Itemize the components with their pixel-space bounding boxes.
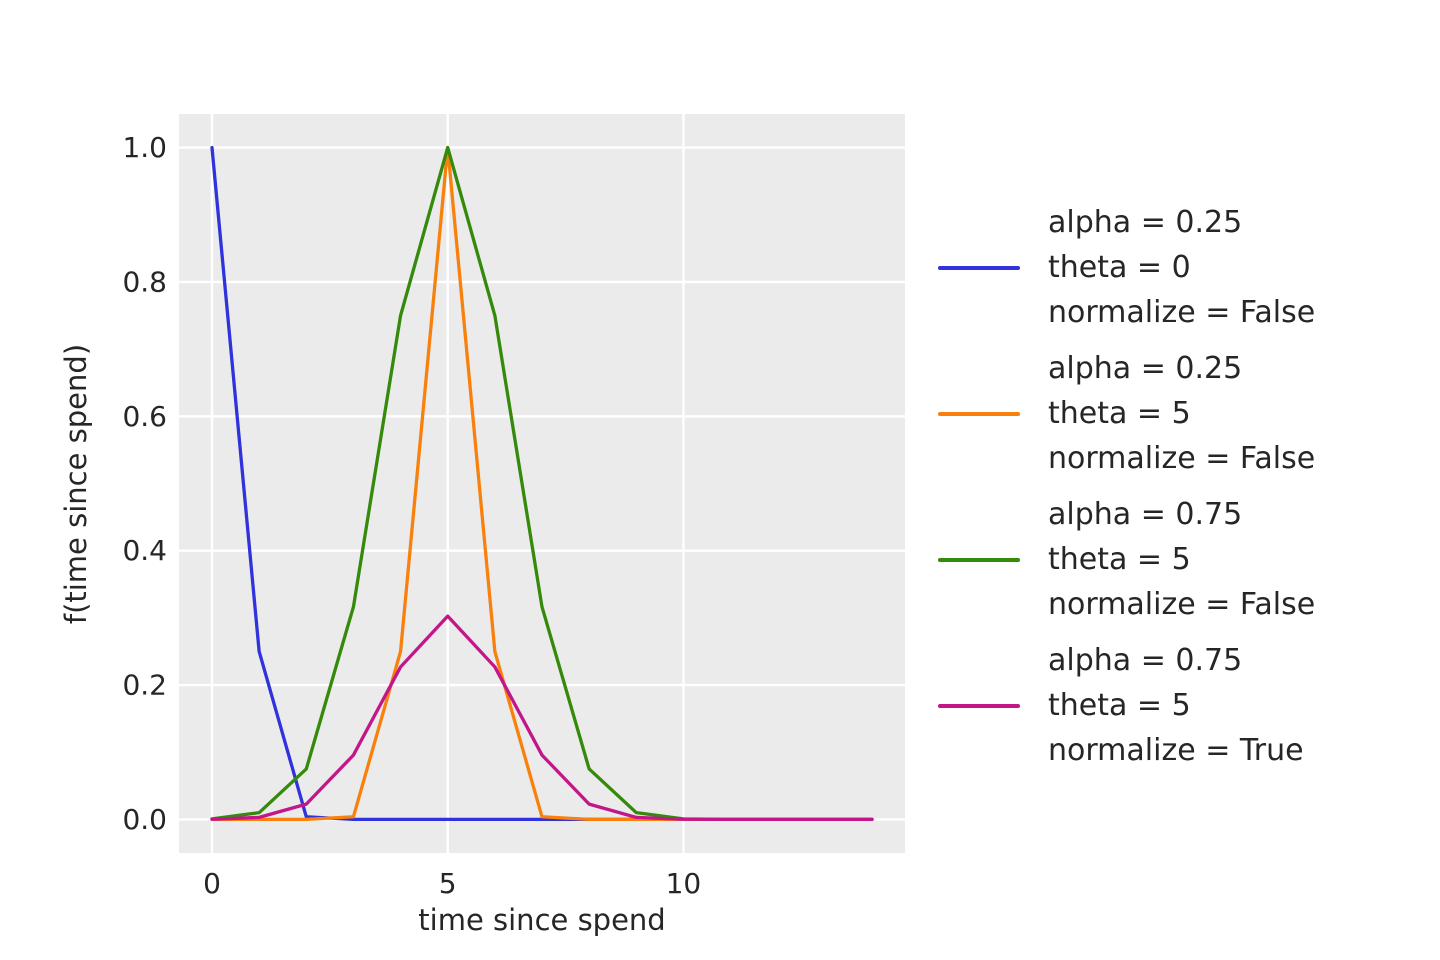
legend-entry-4: alpha = 0.75 theta = 5 normalize = True: [938, 638, 1315, 773]
legend-entry-3: alpha = 0.75 theta = 5 normalize = False: [938, 492, 1315, 627]
legend-entry-2: alpha = 0.25 theta = 5 normalize = False: [938, 346, 1315, 481]
legend-entry-label: alpha = 0.75 theta = 5 normalize = False: [1048, 492, 1315, 627]
legend-entry-label: alpha = 0.25 theta = 0 normalize = False: [1048, 200, 1315, 335]
legend-entry-text-line: normalize = True: [1048, 733, 1304, 768]
legend-line-swatch: [938, 557, 1020, 562]
x-axis-label: time since spend: [418, 903, 666, 937]
legend-entry-text-line: alpha = 0.25: [1048, 351, 1243, 386]
legend-entry-text-line: theta = 0: [1048, 250, 1191, 285]
legend-entry-text-line: theta = 5: [1048, 542, 1191, 577]
plot-area: [179, 114, 905, 853]
legend-entry-label: alpha = 0.75 theta = 5 normalize = True: [1048, 638, 1304, 773]
legend-entry-label: alpha = 0.25 theta = 5 normalize = False: [1048, 346, 1315, 481]
legend-entry-text-line: normalize = False: [1048, 295, 1316, 330]
y-tick-label: 0.6: [122, 400, 167, 433]
series-line-4: [210, 614, 874, 822]
legend-entry-text-line: normalize = False: [1048, 587, 1316, 622]
x-tick-label: 10: [666, 867, 702, 900]
legend-line-swatch: [938, 703, 1020, 708]
legend-entry-text-line: normalize = False: [1048, 441, 1316, 476]
x-tick-label: 0: [203, 867, 221, 900]
y-tick-label: 0.2: [122, 669, 167, 702]
legend-entry-text-line: alpha = 0.75: [1048, 643, 1243, 678]
legend-entry-text-line: alpha = 0.25: [1048, 205, 1243, 240]
legend-entry-text-line: theta = 5: [1048, 396, 1191, 431]
legend-entry-text-line: alpha = 0.75: [1048, 497, 1243, 532]
y-tick-label: 0.4: [122, 534, 167, 567]
legend-entry-1: alpha = 0.25 theta = 0 normalize = False: [938, 200, 1315, 335]
y-tick-label: 0.0: [122, 803, 167, 836]
y-tick-label: 0.8: [122, 265, 167, 298]
legend-line-swatch: [938, 411, 1020, 416]
x-tick-label: 5: [439, 867, 457, 900]
legend-line-swatch: [938, 265, 1020, 270]
y-axis-label: f(time since spend): [59, 343, 93, 625]
y-tick-label: 1.0: [122, 131, 167, 164]
legend: alpha = 0.25 theta = 0 normalize = False al…: [938, 200, 1315, 773]
legend-entry-text-line: theta = 5: [1048, 688, 1191, 723]
